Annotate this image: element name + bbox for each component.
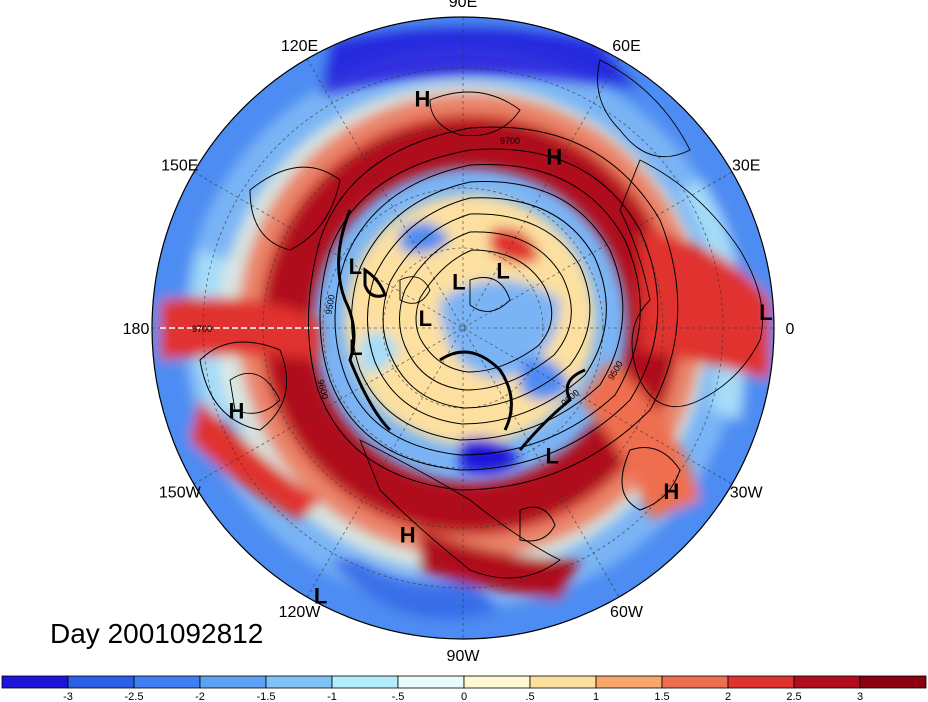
longitude-label: 150E [161, 158, 198, 175]
height-contours [199, 126, 681, 542]
colorbar-swatch [793, 675, 861, 689]
colorbar-tick-label: 0 [461, 691, 467, 702]
colorbar-swatch [397, 675, 465, 689]
colorbar-swatch [1, 675, 69, 689]
low-pressure-marker: L [452, 270, 465, 295]
coastlines [229, 59, 763, 579]
low-pressure-marker: L [496, 259, 509, 284]
colorbar-swatch [331, 675, 399, 689]
contour-value-label: 9500 [323, 294, 336, 315]
longitude-label: 150W [159, 485, 202, 502]
longitude-label: 120W [279, 604, 322, 621]
colorbar-swatch [727, 675, 795, 689]
low-pressure-marker: L [545, 443, 558, 468]
colorbar-tick-label: -.5 [392, 691, 405, 702]
map-disk [152, 17, 774, 639]
colorbar-swatch [859, 675, 927, 689]
longitude-label: 120E [281, 38, 318, 55]
high-pressure-marker: H [415, 86, 431, 111]
longitude-label: 90E [449, 0, 477, 11]
high-pressure-marker: H [663, 479, 679, 504]
colorbar-swatch [529, 675, 597, 689]
high-pressure-marker: H [546, 144, 562, 169]
colorbar-swatch [661, 675, 729, 689]
colorbar-tick-label: .5 [525, 691, 534, 702]
height-contours-bold [337, 209, 586, 451]
longitude-labels: 90E 60E 30E 0 30W 60W 90W 120W 150W 180 150E 120E [123, 0, 795, 665]
longitude-label: 60W [610, 604, 644, 621]
high-pressure-marker: H [229, 398, 245, 423]
colorbar-tick-label: 2.5 [786, 691, 801, 702]
colorbar-tick-label: -1 [327, 691, 337, 702]
contour-value-label: 9700 [192, 324, 212, 334]
colorbar-swatch [199, 675, 267, 689]
colorbar-tick-label: -1.5 [257, 691, 276, 702]
low-pressure-marker: L [349, 335, 362, 360]
low-pressure-marker: L [314, 584, 327, 609]
colorbar-tick-label: -3 [63, 691, 73, 702]
day-label: Day 2001092812 [50, 618, 264, 649]
colorbar: -3 -2.5 -2 -1.5 -1 -.5 0 .5 1 1.5 2 2.5 3 [1, 675, 927, 702]
colorbar-tick-label: 1 [593, 691, 599, 702]
low-pressure-marker: L [349, 254, 362, 279]
colorbar-tick-label: 3 [857, 691, 863, 702]
colorbar-swatch [265, 675, 333, 689]
contour-value-label: 9700 [500, 136, 520, 146]
low-pressure-marker: L [759, 300, 772, 325]
longitude-label: 0 [786, 321, 795, 338]
colorbar-tick-label: -2 [195, 691, 205, 702]
map-border [151, 16, 775, 640]
colorbar-swatch [595, 675, 663, 689]
longitude-label: 60E [612, 38, 640, 55]
low-pressure-marker: L [419, 306, 432, 331]
colorbar-tick-label: -2.5 [125, 691, 144, 702]
longitude-label: 30W [730, 485, 764, 502]
colorbar-tick-label: 1.5 [654, 691, 669, 702]
colorbar-swatch [133, 675, 201, 689]
longitude-label: 180 [123, 321, 150, 338]
colorbar-swatch [463, 675, 531, 689]
longitude-label: 90W [447, 648, 481, 665]
colorbar-tick-label: 2 [725, 691, 731, 702]
colorbar-swatch [67, 675, 135, 689]
longitude-label: 30E [732, 158, 760, 175]
high-pressure-marker: H [400, 523, 416, 548]
